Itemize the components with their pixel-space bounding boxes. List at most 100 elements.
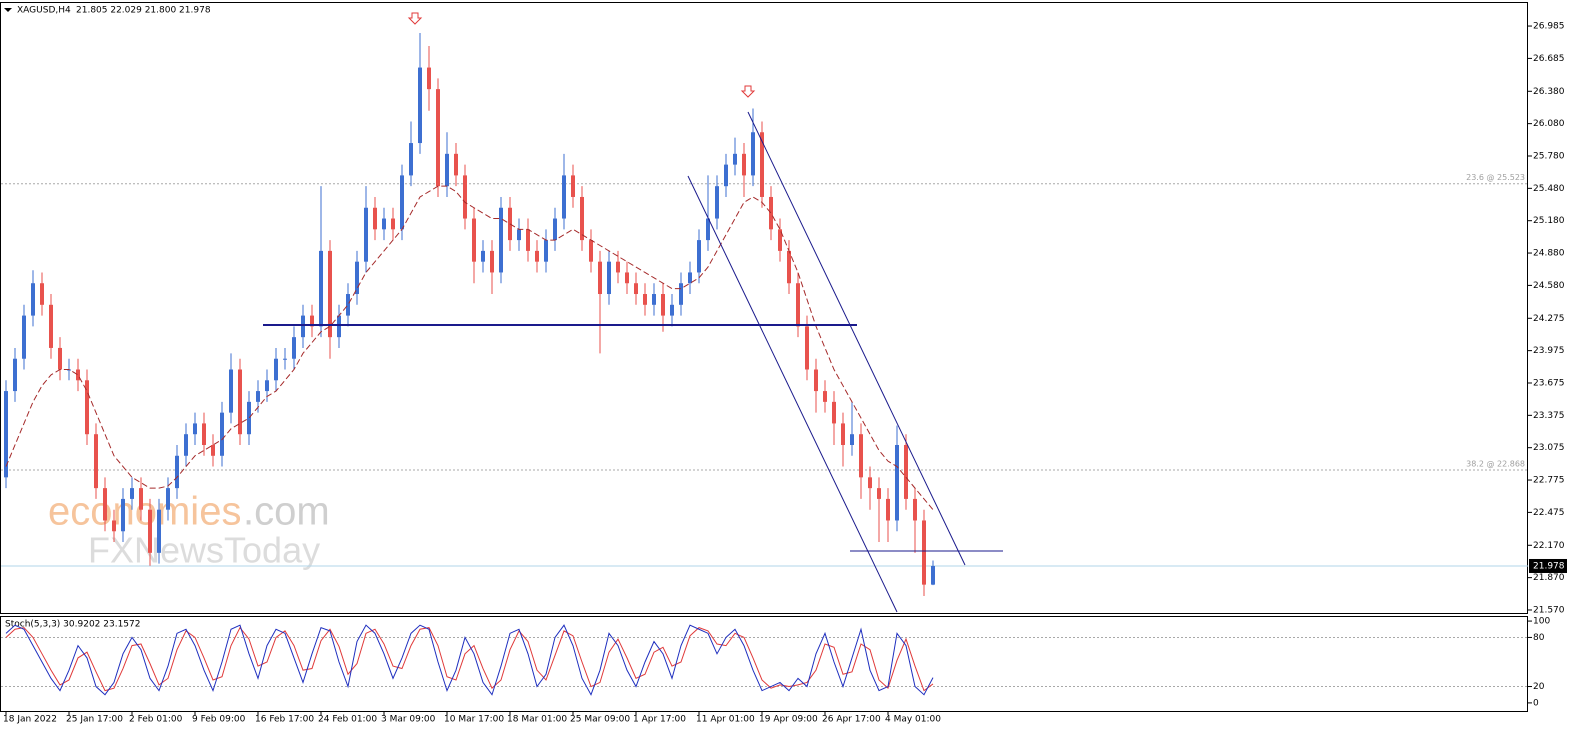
candle-body bbox=[652, 294, 656, 305]
candle-body bbox=[364, 207, 368, 262]
x-tick-label: 25 Jan 17:00 bbox=[66, 715, 123, 725]
candle-body bbox=[40, 283, 44, 305]
symbol-title: XAGUSD,H4 bbox=[17, 6, 71, 16]
candle-body bbox=[607, 261, 611, 295]
candle-body bbox=[139, 488, 143, 510]
moving-average bbox=[5, 185, 934, 511]
candle-body bbox=[805, 326, 809, 370]
candle-body bbox=[787, 250, 791, 284]
candle-body bbox=[418, 67, 422, 144]
candle-body bbox=[463, 175, 467, 219]
x-tick-label: 10 Mar 17:00 bbox=[444, 715, 504, 725]
candle-body bbox=[598, 261, 602, 295]
candle-body bbox=[472, 218, 476, 262]
x-tick-label: 4 May 01:00 bbox=[885, 715, 941, 725]
candle-body bbox=[310, 315, 314, 327]
candle-body bbox=[670, 304, 674, 316]
candle-body bbox=[661, 294, 665, 316]
stoch-main bbox=[5, 624, 934, 696]
candle-body bbox=[31, 283, 35, 316]
x-tick-label: 24 Feb 01:00 bbox=[318, 715, 377, 725]
candle-body bbox=[814, 369, 818, 392]
y-tick-label: 80 bbox=[1533, 633, 1545, 643]
candle-body bbox=[328, 250, 332, 338]
y-tick-label: 25.480 bbox=[1533, 184, 1565, 194]
drawings bbox=[263, 111, 1003, 613]
candle-body bbox=[130, 488, 134, 499]
candle-body bbox=[841, 423, 845, 445]
y-tick-label: 23.375 bbox=[1533, 411, 1565, 421]
candle-body bbox=[760, 132, 764, 197]
candle-body bbox=[274, 358, 278, 381]
candle-body bbox=[76, 369, 80, 381]
y-tick-label: 23.975 bbox=[1533, 346, 1565, 356]
last-price-label: 21.978 bbox=[1533, 561, 1565, 571]
plot-area bbox=[1, 33, 1528, 596]
x-tick-label: 9 Feb 09:00 bbox=[192, 715, 246, 725]
candle-body bbox=[886, 498, 890, 521]
candle-body bbox=[193, 423, 197, 435]
candle-body bbox=[409, 143, 413, 176]
y-tick-label: 22.170 bbox=[1533, 541, 1565, 551]
candle-body bbox=[562, 175, 566, 219]
candle-body bbox=[490, 250, 494, 273]
candle-body bbox=[913, 498, 917, 521]
candle-body bbox=[643, 294, 647, 305]
candle-body bbox=[175, 455, 179, 489]
x-tick-label: 16 Feb 17:00 bbox=[255, 715, 314, 725]
candle-body bbox=[391, 218, 395, 230]
candle-body bbox=[724, 164, 728, 187]
candle-body bbox=[85, 380, 89, 435]
candle-body bbox=[148, 509, 152, 553]
candle-body bbox=[634, 283, 638, 295]
y-tick-label: 24.880 bbox=[1533, 249, 1565, 259]
candle-body bbox=[121, 498, 125, 532]
candle-body bbox=[13, 358, 17, 392]
x-tick-label: 1 Apr 17:00 bbox=[633, 715, 686, 725]
candle-body bbox=[292, 337, 296, 359]
candle-body bbox=[697, 240, 701, 273]
candle-body bbox=[796, 283, 800, 327]
main-frame bbox=[0, 2, 1528, 614]
candle-body bbox=[220, 412, 224, 456]
stoch-signal bbox=[5, 626, 934, 692]
channel-line bbox=[687, 175, 898, 613]
x-tick-label: 26 Apr 17:00 bbox=[822, 715, 881, 725]
y-tick-label: 23.075 bbox=[1533, 443, 1565, 453]
candle-body bbox=[49, 304, 53, 348]
candle-body bbox=[733, 153, 737, 165]
candle-body bbox=[103, 488, 107, 521]
candle-body bbox=[94, 434, 98, 489]
candle-body bbox=[625, 272, 629, 284]
candle-body bbox=[904, 444, 908, 499]
candle-body bbox=[184, 434, 188, 456]
y-tick-label: 26.985 bbox=[1533, 22, 1565, 32]
fib-label: 23.6 @ 25.523 bbox=[1466, 173, 1525, 182]
candle-body bbox=[247, 401, 251, 435]
candle-body bbox=[400, 175, 404, 230]
last-price-box bbox=[1529, 558, 1567, 573]
candle-body bbox=[616, 261, 620, 273]
candle-body bbox=[481, 250, 485, 262]
candle-body bbox=[238, 369, 242, 435]
y-tick-label: 22.475 bbox=[1533, 508, 1565, 518]
candle-body bbox=[742, 153, 746, 176]
candle-body bbox=[427, 67, 431, 90]
candle-body bbox=[832, 401, 836, 424]
candle-body bbox=[877, 488, 881, 499]
candle-body bbox=[112, 520, 116, 532]
candle-body bbox=[301, 315, 305, 338]
candle-body bbox=[346, 294, 350, 316]
y-tick-label: 23.675 bbox=[1533, 378, 1565, 388]
candle-body bbox=[499, 207, 503, 273]
candle-body bbox=[859, 434, 863, 478]
x-tick-label: 11 Apr 01:00 bbox=[696, 715, 755, 725]
candle-body bbox=[454, 153, 458, 176]
candle-body bbox=[706, 218, 710, 241]
y-tick-label: 26.080 bbox=[1533, 119, 1565, 129]
y-tick-label: 25.180 bbox=[1533, 216, 1565, 226]
candle-body bbox=[436, 89, 440, 187]
candle-body bbox=[868, 477, 872, 489]
